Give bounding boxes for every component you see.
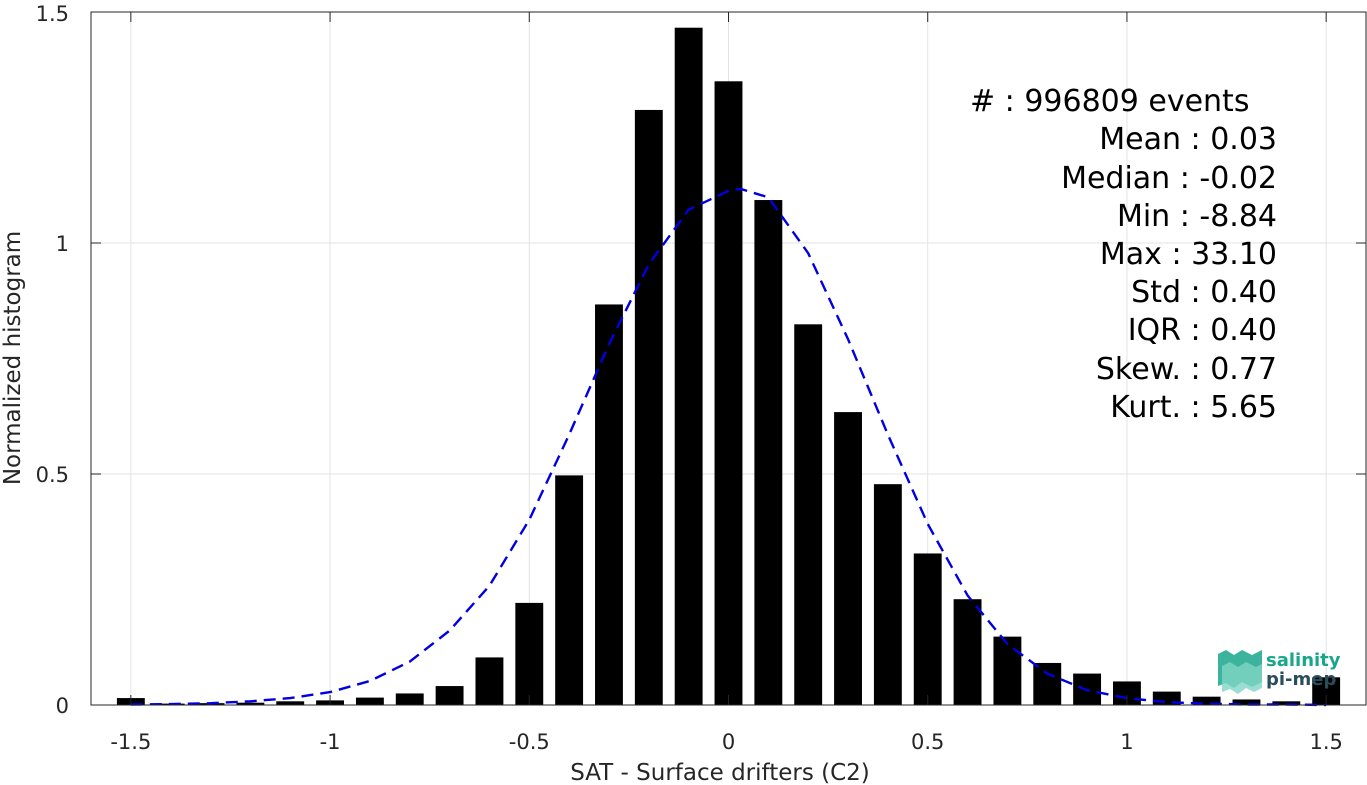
stat-line: Min : -8.84 xyxy=(1117,199,1277,234)
stat-line: Max : 33.10 xyxy=(1100,237,1277,272)
histogram-bar xyxy=(834,412,862,705)
x-axis-label: SAT - Surface drifters (C2) xyxy=(570,760,870,785)
histogram-bar xyxy=(953,599,982,705)
x-tick-label: -1.5 xyxy=(110,730,151,754)
logo-text-pi-mep: pi-mep xyxy=(1266,669,1336,690)
histogram-bar xyxy=(993,636,1022,705)
histogram-bar xyxy=(435,686,464,705)
y-tick-label: 1.5 xyxy=(36,2,69,26)
x-tick-label: 1 xyxy=(1120,730,1133,754)
y-axis-label: Normalized histogram xyxy=(0,231,26,485)
histogram-bar xyxy=(634,109,663,706)
stat-line: Mean : 0.03 xyxy=(1099,122,1277,157)
histogram-bar xyxy=(1192,696,1221,705)
stat-line: Skew. : 0.77 xyxy=(1096,352,1277,387)
x-tick-label: 0 xyxy=(722,730,735,754)
x-tick-label: -0.5 xyxy=(509,730,550,754)
histogram-bar xyxy=(1033,662,1062,705)
histogram-bar xyxy=(515,602,544,705)
histogram-bar xyxy=(395,693,424,705)
y-tick-label: 1 xyxy=(56,232,69,256)
axes-frame xyxy=(90,11,1367,706)
stat-line: Median : -0.02 xyxy=(1061,161,1277,196)
histogram-bar xyxy=(873,484,902,705)
histogram-bar xyxy=(475,657,504,705)
histogram-bar xyxy=(674,27,703,705)
y-tick-label: 0.5 xyxy=(36,463,69,487)
x-tick-label: 1.5 xyxy=(1309,730,1342,754)
stat-line: Std : 0.40 xyxy=(1131,275,1277,310)
histogram-bar xyxy=(1272,701,1301,705)
histogram-bars xyxy=(116,27,1341,706)
x-tick-label: -1 xyxy=(320,730,341,754)
histogram-bar xyxy=(714,81,743,706)
histogram-bar xyxy=(1232,699,1261,705)
histogram-bar xyxy=(595,304,623,705)
histogram-bar xyxy=(754,200,783,705)
histogram-bar xyxy=(236,702,265,705)
histogram-bar xyxy=(913,553,942,705)
histogram-bar xyxy=(555,475,584,705)
wave-logo-icon xyxy=(1218,650,1262,694)
histogram-bar xyxy=(1112,681,1141,705)
salinity-pi-mep-logo: salinity pi-mep xyxy=(1218,650,1341,694)
histogram-bar xyxy=(355,697,384,705)
histogram-bar xyxy=(276,701,305,705)
stat-line: # : 996809 events xyxy=(970,84,1249,119)
x-tick-labels: -1.5 -1 -0.5 0 0.5 1 1.5 xyxy=(110,730,1343,754)
y-tick-label: 0 xyxy=(56,694,69,718)
stat-line: Kurt. : 5.65 xyxy=(1110,390,1277,425)
stat-line: IQR : 0.40 xyxy=(1128,313,1277,348)
x-tick-label: 0.5 xyxy=(911,730,944,754)
fit-curve xyxy=(130,187,1327,707)
histogram-bar xyxy=(794,324,823,705)
y-tick-labels: 0 0.5 1 1.5 xyxy=(36,2,69,718)
logo-text-salinity: salinity xyxy=(1266,650,1341,671)
